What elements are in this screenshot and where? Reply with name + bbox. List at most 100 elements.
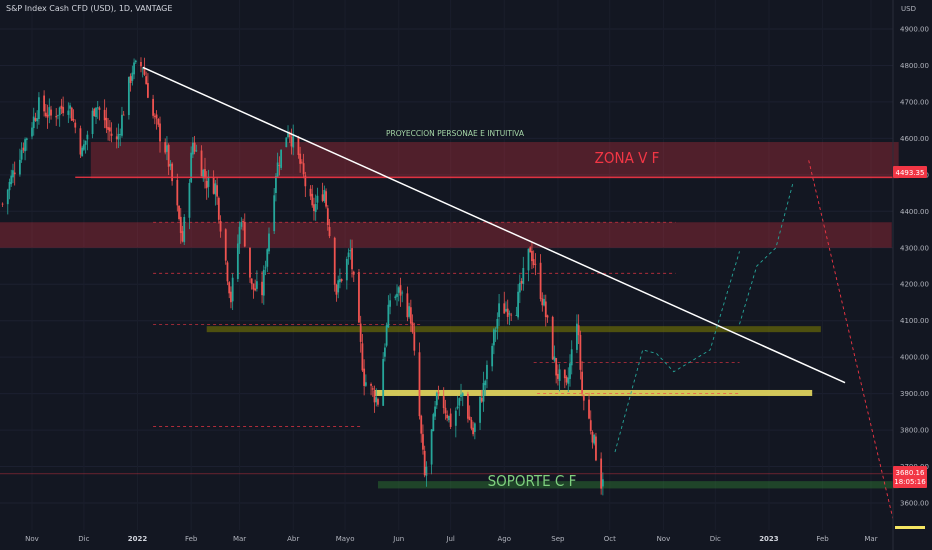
candle-body: [435, 392, 438, 406]
y-tick-label: 4100.00: [900, 317, 929, 325]
candle-body: [468, 416, 471, 421]
candle-body: [200, 150, 203, 177]
candle-body: [532, 259, 535, 266]
projection-path: [739, 181, 794, 325]
candle-body: [576, 323, 578, 350]
candle-body: [8, 181, 11, 191]
zones: [0, 142, 899, 489]
candle-body: [121, 114, 123, 136]
candle-body: [520, 281, 523, 284]
candle-body: [448, 415, 450, 421]
candle-body: [131, 72, 134, 81]
candle-body: [24, 139, 26, 152]
time-axis[interactable]: Nov Dic 2022 Feb Mar Abr Mayo Jun Jul Ago Sep Oct No…: [25, 535, 878, 543]
candle-body: [422, 434, 424, 450]
candle-body: [169, 163, 172, 167]
candle-body: [361, 343, 364, 371]
candle-body: [472, 427, 475, 435]
candle-body: [399, 285, 402, 296]
candle-body: [492, 329, 495, 346]
x-tick-label: Mar: [864, 535, 877, 543]
candle-body: [299, 153, 302, 164]
candle-body: [563, 369, 566, 379]
candle-body: [254, 288, 257, 291]
x-tick-label: Nov: [25, 535, 39, 543]
candle-body: [107, 127, 110, 130]
candle-body: [328, 227, 331, 237]
candle-body: [508, 313, 511, 315]
candle-body: [96, 107, 99, 109]
candle-body: [155, 114, 158, 119]
candle-body: [280, 149, 283, 168]
candle-body: [444, 407, 447, 414]
x-tick-label: 2023: [759, 535, 779, 543]
candle-body: [84, 140, 87, 145]
level-badge-text: 4493.35: [896, 169, 925, 177]
candle-body: [491, 345, 494, 367]
candle-body: [242, 221, 244, 223]
projection-path: [808, 160, 894, 522]
candle-body: [255, 281, 258, 289]
candle-body: [482, 382, 485, 402]
candle-body: [129, 76, 132, 83]
candle-body: [401, 292, 404, 294]
candle-body: [527, 248, 530, 271]
candle-body: [50, 109, 52, 116]
candle-body: [579, 334, 582, 370]
candle-body: [98, 107, 101, 110]
candle-body: [134, 60, 137, 63]
candle-body: [228, 282, 231, 294]
candle-body: [340, 279, 343, 282]
candle-body: [22, 147, 25, 151]
candle-body: [249, 247, 251, 278]
candle-body: [276, 162, 279, 177]
candle-body: [20, 150, 23, 160]
scale-indicator[interactable]: [895, 526, 925, 529]
candle-body: [48, 107, 51, 116]
current-price-text: 3680.16: [896, 469, 925, 477]
candle-body: [385, 325, 388, 346]
candle-body: [288, 132, 291, 138]
grid: [0, 28, 893, 504]
candle-body: [219, 221, 222, 232]
current-price-badge: [893, 466, 927, 488]
y-tick-label: 4200.00: [900, 281, 929, 289]
candle-body: [458, 398, 461, 406]
y-tick-label: 4400.00: [900, 208, 929, 216]
candle-body: [411, 322, 414, 333]
candle-body: [352, 271, 355, 275]
candle-body: [31, 127, 33, 137]
candle-body: [588, 399, 590, 419]
candle-body: [262, 269, 265, 296]
candle-body: [166, 145, 168, 152]
candle-body: [191, 142, 194, 155]
candle-body: [569, 363, 571, 379]
candle-body: [297, 137, 300, 155]
candle-body: [60, 105, 63, 109]
candle-body: [36, 118, 39, 122]
candle-body: [567, 377, 570, 384]
candle-body: [250, 278, 253, 284]
x-tick-label: Sep: [551, 535, 565, 543]
candle-body: [236, 243, 239, 279]
candle-body: [337, 280, 340, 293]
candle-body: [496, 319, 499, 329]
candle-body: [582, 396, 585, 401]
candle-body: [13, 172, 16, 175]
candle-body: [546, 315, 549, 318]
candle-body: [510, 314, 513, 316]
candle-body: [171, 163, 174, 182]
candle-body: [10, 175, 13, 185]
candle-body: [505, 309, 507, 312]
x-tick-label: Mar: [233, 535, 246, 543]
candle-body: [292, 134, 295, 148]
candle-body: [323, 189, 326, 202]
candle-body: [423, 450, 426, 476]
candle-body: [268, 233, 270, 252]
candle-body: [437, 392, 440, 394]
dashed-levels: [153, 221, 740, 427]
candle-body: [377, 399, 379, 405]
candle-body: [555, 358, 558, 376]
